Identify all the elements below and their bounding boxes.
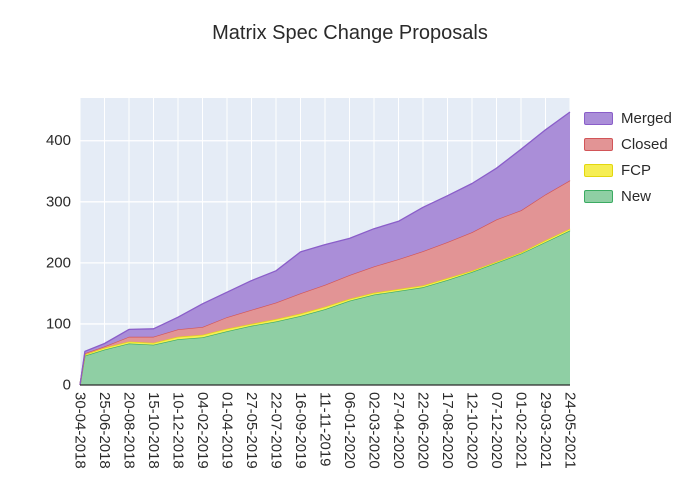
y-tick-label: 100 — [46, 315, 71, 332]
x-tick-label: 20-08-2018 — [121, 392, 138, 469]
x-tick-label: 02-03-2020 — [366, 392, 383, 469]
area-line-merged — [79, 111, 571, 386]
legend-item-merged[interactable]: Merged — [584, 110, 672, 127]
x-tick-label: 10-12-2018 — [170, 392, 187, 469]
x-tick-label: 30-04-2018 — [72, 392, 89, 469]
x-tick-label: 24-05-2021 — [562, 392, 579, 469]
x-tick-label: 16-09-2019 — [292, 392, 309, 469]
x-tick-label: 15-10-2018 — [145, 392, 162, 469]
y-tick-label: 0 — [63, 377, 71, 394]
legend-swatch-merged-icon — [584, 112, 613, 125]
x-tick-label: 29-03-2021 — [537, 392, 554, 469]
legend-label-fcp: FCP — [621, 162, 651, 179]
x-tick-label: 27-04-2020 — [390, 392, 407, 469]
legend-swatch-new-icon — [584, 190, 613, 203]
x-tick-label: 27-05-2019 — [243, 392, 260, 469]
chart-title: Matrix Spec Change Proposals — [212, 22, 488, 44]
legend: Merged Closed FCP New — [584, 110, 672, 205]
x-tick-label: 17-08-2020 — [439, 392, 456, 469]
legend-label-new: New — [621, 188, 652, 205]
x-tick-label: 01-04-2019 — [219, 392, 236, 469]
legend-item-closed[interactable]: Closed — [584, 136, 672, 153]
x-tick-label: 06-01-2020 — [341, 392, 358, 469]
y-tick-label: 400 — [46, 132, 71, 149]
x-tick-label: 12-10-2020 — [464, 392, 481, 469]
legend-item-new[interactable]: New — [584, 188, 672, 205]
x-tick-label: 22-06-2020 — [415, 392, 432, 469]
legend-swatch-closed-icon — [584, 138, 613, 151]
x-tick-label: 11-11-2019 — [317, 392, 334, 467]
y-tick-label: 300 — [46, 193, 71, 210]
x-tick-label: 22-07-2019 — [268, 392, 285, 469]
legend-label-closed: Closed — [621, 136, 668, 153]
y-tick-label: 200 — [46, 254, 71, 271]
area-merged — [80, 112, 570, 385]
x-tick-label: 01-02-2021 — [513, 392, 530, 469]
x-tick-label: 04-02-2019 — [194, 392, 211, 469]
x-tick-label: 25-06-2018 — [96, 392, 113, 469]
area-closed — [80, 180, 570, 385]
legend-label-merged: Merged — [621, 110, 672, 127]
legend-swatch-fcp-icon — [584, 164, 613, 177]
x-tick-label: 07-12-2020 — [488, 392, 505, 469]
area-new — [80, 230, 570, 385]
legend-item-fcp[interactable]: FCP — [584, 162, 672, 179]
